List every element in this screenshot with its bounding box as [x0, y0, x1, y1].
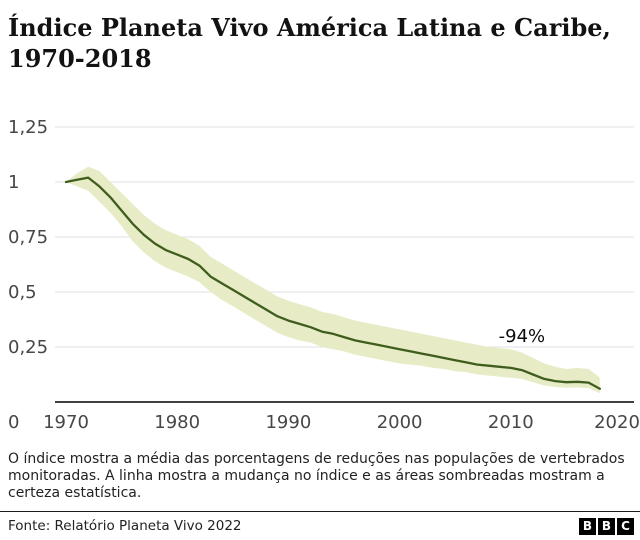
source-bar: Fonte: Relatório Planeta Vivo 2022 B B C [0, 511, 640, 540]
x-tick-label: 1980 [154, 412, 200, 433]
line-chart: 0 0,25 0,5 0,75 1 1,25 1970 1980 1990 2000 2010 202… [8, 117, 640, 433]
x-tick-label: 2000 [377, 412, 423, 433]
source-text: Fonte: Relatório Planeta Vivo 2022 [8, 518, 242, 534]
chart-title-line2: 1970-2018 [8, 44, 152, 73]
y-tick-label: 0,25 [8, 337, 48, 358]
y-tick-label: 0,5 [8, 282, 37, 303]
chart-title-line1: Índice Planeta Vivo América Latina e Car… [8, 13, 611, 42]
bbc-logo-block-b1: B [579, 517, 596, 535]
y-tick-label: 0 [8, 412, 19, 433]
x-tick-label: 1990 [265, 412, 311, 433]
annotation-label: -94% [499, 326, 546, 347]
chart-title: Índice Planeta Vivo América Latina e Car… [0, 0, 640, 74]
x-tick-label: 2010 [488, 412, 534, 433]
y-tick-label: 1,25 [8, 117, 48, 138]
x-tick-label: 1970 [43, 412, 89, 433]
confidence-band [66, 166, 600, 394]
bbc-logo-block-b2: B [598, 517, 615, 535]
y-tick-label: 0,75 [8, 227, 48, 248]
x-tick-label: 2020 [594, 412, 640, 433]
y-tick-label: 1 [8, 172, 19, 193]
chart-footnote: O índice mostra a média das porcentagens… [8, 451, 625, 501]
index-line [64, 176, 601, 390]
bbc-logo-block-c: C [617, 517, 634, 535]
bbc-logo: B B C [579, 517, 634, 535]
